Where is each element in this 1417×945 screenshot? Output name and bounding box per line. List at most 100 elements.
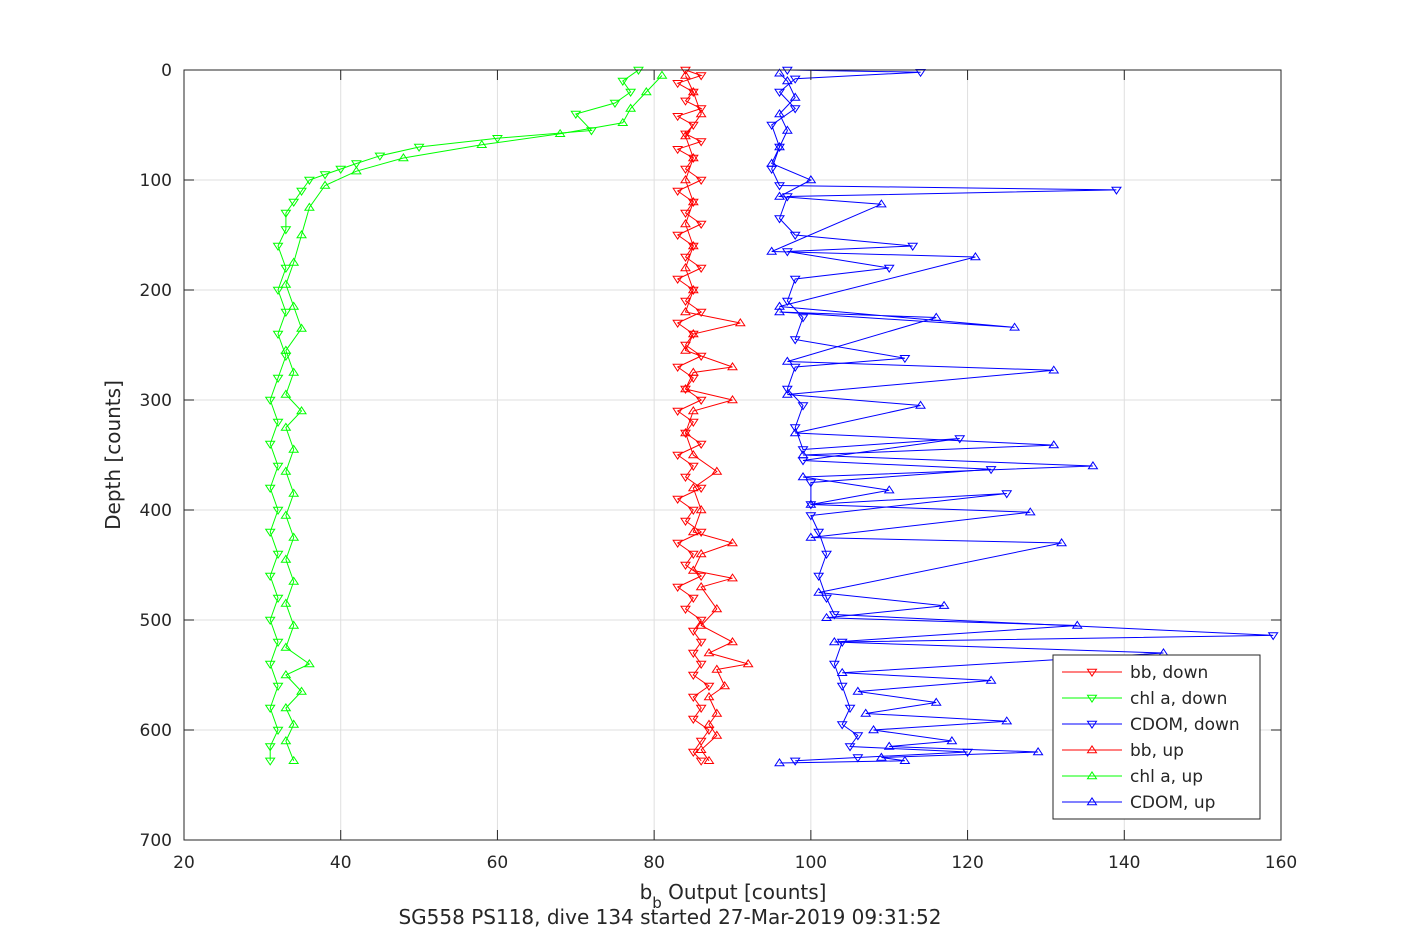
data-point [680,209,691,218]
x-axis-label-rest: Output [counts] [662,880,827,904]
data-point [680,253,691,262]
data-point [821,594,832,603]
data-point [687,627,699,636]
data-point [946,736,958,745]
y-axis-label: Depth [counts] [101,380,125,530]
data-point [687,418,699,427]
data-point [695,396,707,405]
y-tick-label: 600 [140,721,172,741]
data-point [836,721,848,730]
legend-label: CDOM, down [1130,715,1240,735]
data-point [789,92,801,101]
data-point [687,242,699,251]
data-point [280,279,292,288]
data-point [774,191,785,200]
data-point [781,66,793,75]
x-axis-label-subscript: b [652,894,662,912]
data-point [805,479,817,488]
data-point [296,230,307,239]
data-point [695,638,707,647]
data-point [319,180,331,189]
data-point [280,670,292,679]
data-point [687,198,699,207]
plot-frame [183,69,1282,841]
series-5 [766,68,1169,767]
legend-label: bb, down [1130,663,1208,683]
legend-label: CDOM, up [1130,793,1215,813]
data-point [727,395,738,404]
data-point [280,209,292,218]
data-point [742,659,754,668]
data-point [280,510,292,519]
data-point [687,483,699,492]
data-point [264,757,276,766]
data-point [264,660,276,669]
data-point [272,330,284,339]
data-point [1071,620,1083,629]
data-point [1048,365,1060,374]
data-point [813,572,825,581]
data-point [687,285,699,294]
data-point [687,527,699,536]
x-tick-label: 140 [1108,853,1140,873]
data-point [264,616,276,625]
data-point [1001,490,1013,499]
data-point [969,252,981,261]
data-point [789,757,801,766]
data-point [272,594,284,603]
data-point [711,466,723,475]
data-point [280,226,292,235]
series-1 [264,66,644,766]
data-point [680,175,691,184]
data-point [727,573,738,582]
data-point [680,605,691,614]
series-line [269,69,639,761]
y-tick-label: 400 [140,501,172,521]
data-point [805,512,817,521]
data-point [272,550,284,559]
data-point [687,367,699,376]
data-point [703,719,715,728]
data-point [288,301,300,310]
data-point [288,198,300,207]
data-point [687,121,699,130]
data-point [672,231,684,240]
data-point [288,719,300,728]
data-point [1048,440,1060,449]
data-point [687,693,699,702]
series-line [771,72,1164,764]
data-point [805,501,817,510]
data-point [734,318,746,327]
data-point [687,87,699,96]
data-point [836,667,848,676]
data-point [695,704,707,713]
data-point [703,755,715,764]
data-point [695,528,707,537]
data-point [264,396,276,405]
data-point [687,649,699,658]
data-point [672,363,684,372]
data-point [695,505,707,514]
data-point [1001,716,1013,725]
data-point [672,407,684,416]
data-point [821,550,832,559]
data-point [695,620,707,629]
data-point [296,323,307,332]
data-point [797,446,809,455]
data-point [695,138,707,147]
data-point [695,105,707,114]
y-tick-label: 300 [140,391,172,411]
data-point [303,176,315,185]
data-point [264,440,276,449]
data-point [766,121,778,130]
data-point [397,153,409,162]
data-point [264,528,276,537]
data-point [491,135,503,144]
data-point [868,725,879,734]
data-point [296,406,307,415]
data-point [554,128,566,137]
data-point [374,152,386,161]
data-point [280,345,292,354]
data-point [719,681,731,690]
data-point [844,743,856,752]
